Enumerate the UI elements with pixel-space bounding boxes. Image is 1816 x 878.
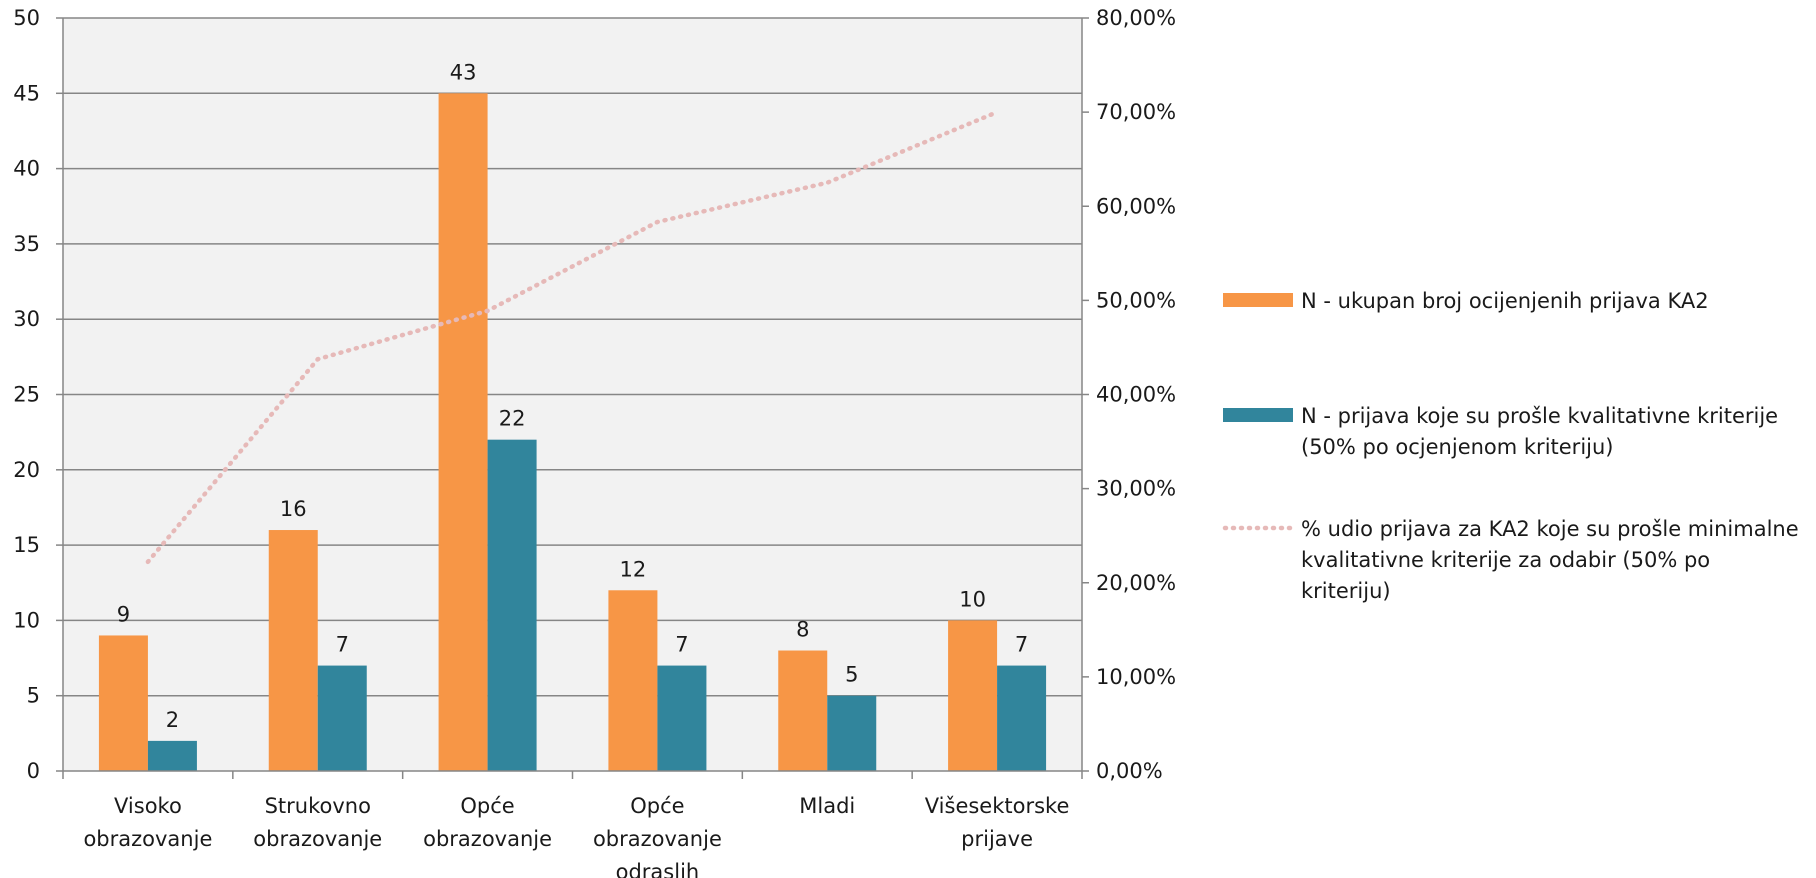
- grid-lines: [63, 17, 1082, 697]
- bar: [98, 635, 148, 771]
- left-axis-tick-label: 15: [13, 533, 40, 557]
- axes: [56, 17, 1089, 779]
- left-axis-tick-label: 25: [13, 383, 40, 407]
- left-axis-tick-label: 50: [13, 6, 40, 30]
- bar: [487, 439, 537, 771]
- legend-swatch: [1223, 293, 1293, 307]
- right-axis-tick-label: 70,00%: [1096, 100, 1176, 124]
- category-label: Opće obrazovanje: [423, 794, 552, 851]
- left-axis-tick-label: 10: [13, 608, 40, 632]
- right-axis-tick-label: 10,00%: [1096, 665, 1176, 689]
- right-axis-tick-label: 30,00%: [1096, 477, 1176, 501]
- left-axis-tick-labels: 0 5 10 15 20 25 30 35 40 45 50: [13, 6, 40, 783]
- bar: [827, 695, 877, 771]
- right-axis-tick-label: 0,00%: [1096, 759, 1163, 783]
- bar-value-label: 22: [499, 407, 526, 431]
- legend-label: N - ukupan broj ocijenjenih prijava KA2: [1301, 289, 1709, 313]
- legend-label: N - prijava koje su prošle kvalitativne …: [1301, 404, 1778, 459]
- left-axis-tick-label: 45: [13, 81, 40, 105]
- bar-value-label: 7: [675, 633, 688, 657]
- bar: [948, 620, 998, 771]
- bar: [997, 665, 1047, 771]
- right-axis-tick-label: 60,00%: [1096, 194, 1176, 218]
- legend-swatch: [1223, 408, 1293, 422]
- category-label: Opće obrazovanje odraslih: [593, 794, 722, 878]
- bar: [608, 590, 658, 771]
- bar-value-label: 43: [450, 60, 477, 84]
- legend-label: % udio prijava za KA2 koje su prošle min…: [1301, 517, 1799, 603]
- category-label: Strukovno obrazovanje: [253, 794, 382, 851]
- right-axis-tick-label: 80,00%: [1096, 6, 1176, 30]
- percent-line-path: [145, 109, 1000, 565]
- bar-value-label: 8: [796, 618, 809, 642]
- bar: [438, 93, 488, 772]
- bar-value-label: 7: [1015, 633, 1028, 657]
- bar: [657, 665, 707, 771]
- left-axis-tick-label: 40: [13, 157, 40, 181]
- bar-value-label: 2: [166, 708, 179, 732]
- bar-value-label: 7: [336, 633, 349, 657]
- category-label: Višesektorske prijave: [925, 794, 1070, 851]
- right-axis-tick-label: 40,00%: [1096, 383, 1176, 407]
- right-axis-tick-label: 20,00%: [1096, 571, 1176, 595]
- bar: [268, 530, 318, 771]
- right-axis-tick-label: 50,00%: [1096, 288, 1176, 312]
- bar-value-label: 10: [959, 587, 986, 611]
- bar-value-label: 5: [845, 663, 858, 687]
- bar: [147, 740, 197, 771]
- bar-value-label: 9: [117, 602, 130, 626]
- left-axis-tick-label: 5: [27, 684, 40, 708]
- category-label: Mladi: [799, 794, 855, 818]
- category-label: Visoko obrazovanje: [83, 794, 212, 851]
- bar: [778, 650, 828, 771]
- bar-value-label: 12: [620, 557, 647, 581]
- category-labels: Visoko obrazovanje Strukovno obrazovanje Opć…: [83, 794, 1069, 878]
- left-axis-tick-label: 0: [27, 759, 40, 783]
- bars: [98, 93, 1047, 772]
- right-axis-tick-labels: 0,00% 10,00% 20,00% 30,00% 40,00% 50,00% 60,00…: [1096, 6, 1176, 783]
- left-axis-tick-label: 20: [13, 458, 40, 482]
- bar: [317, 665, 367, 771]
- data-labels: 9 16 43 12 8 10 2 7 22 7 5 7: [117, 60, 1029, 732]
- left-axis-tick-label: 35: [13, 232, 40, 256]
- left-axis-tick-label: 30: [13, 307, 40, 331]
- percent-line: [145, 109, 1000, 565]
- legend: N - ukupan broj ocijenjenih prijava KA2 N…: [1222, 289, 1799, 603]
- bar-value-label: 16: [280, 497, 307, 521]
